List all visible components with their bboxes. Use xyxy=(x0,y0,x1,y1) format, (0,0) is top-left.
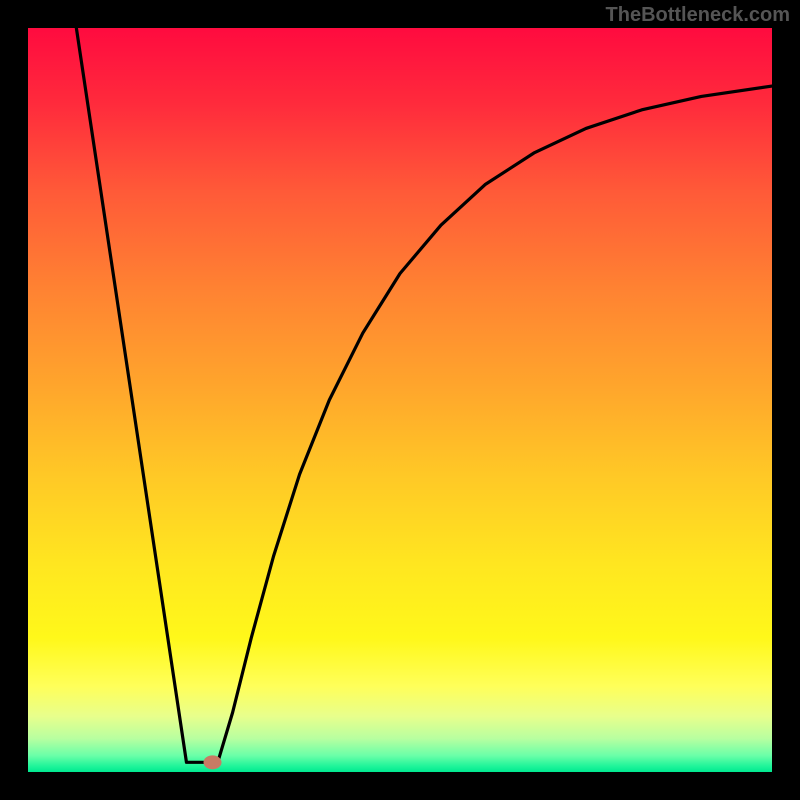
optimal-marker xyxy=(204,755,222,769)
bottleneck-chart: TheBottleneck.com xyxy=(0,0,800,800)
watermark-text: TheBottleneck.com xyxy=(606,4,790,27)
chart-svg xyxy=(0,0,800,800)
chart-plot-background xyxy=(28,28,772,772)
